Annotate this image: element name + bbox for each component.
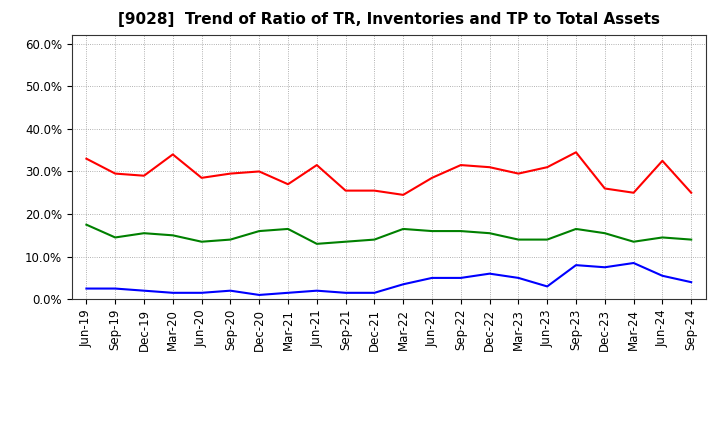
Trade Payables <box>370 237 379 242</box>
Trade Payables <box>456 228 465 234</box>
Trade Receivables <box>140 173 148 178</box>
Trade Payables <box>600 231 609 236</box>
Trade Payables <box>485 231 494 236</box>
Trade Receivables <box>168 152 177 157</box>
Trade Payables <box>687 237 696 242</box>
Trade Payables <box>341 239 350 244</box>
Inventories <box>629 260 638 266</box>
Inventories <box>226 288 235 293</box>
Trade Receivables <box>629 190 638 195</box>
Trade Payables <box>572 226 580 231</box>
Trade Payables <box>82 222 91 227</box>
Trade Receivables <box>197 175 206 180</box>
Inventories <box>255 292 264 297</box>
Inventories <box>658 273 667 279</box>
Inventories <box>168 290 177 295</box>
Trade Receivables <box>514 171 523 176</box>
Line: Inventories: Inventories <box>86 263 691 295</box>
Trade Payables <box>111 235 120 240</box>
Trade Payables <box>658 235 667 240</box>
Inventories <box>82 286 91 291</box>
Inventories <box>456 275 465 281</box>
Trade Receivables <box>284 182 292 187</box>
Inventories <box>341 290 350 295</box>
Trade Receivables <box>658 158 667 163</box>
Trade Receivables <box>572 150 580 155</box>
Inventories <box>312 288 321 293</box>
Inventories <box>514 275 523 281</box>
Trade Payables <box>284 226 292 231</box>
Inventories <box>572 263 580 268</box>
Trade Payables <box>226 237 235 242</box>
Trade Receivables <box>600 186 609 191</box>
Trade Receivables <box>687 190 696 195</box>
Trade Payables <box>543 237 552 242</box>
Trade Receivables <box>485 165 494 170</box>
Trade Receivables <box>82 156 91 161</box>
Inventories <box>600 264 609 270</box>
Inventories <box>370 290 379 295</box>
Trade Payables <box>197 239 206 244</box>
Trade Payables <box>312 241 321 246</box>
Trade Receivables <box>312 162 321 168</box>
Trade Receivables <box>111 171 120 176</box>
Trade Payables <box>140 231 148 236</box>
Inventories <box>428 275 436 281</box>
Trade Payables <box>514 237 523 242</box>
Trade Receivables <box>226 171 235 176</box>
Trade Payables <box>629 239 638 244</box>
Trade Payables <box>428 228 436 234</box>
Inventories <box>284 290 292 295</box>
Trade Receivables <box>341 188 350 193</box>
Trade Receivables <box>456 162 465 168</box>
Inventories <box>687 279 696 285</box>
Trade Receivables <box>399 192 408 198</box>
Title: [9028]  Trend of Ratio of TR, Inventories and TP to Total Assets: [9028] Trend of Ratio of TR, Inventories… <box>118 12 660 27</box>
Trade Receivables <box>255 169 264 174</box>
Trade Receivables <box>370 188 379 193</box>
Line: Trade Receivables: Trade Receivables <box>86 152 691 195</box>
Trade Receivables <box>428 175 436 180</box>
Inventories <box>140 288 148 293</box>
Inventories <box>485 271 494 276</box>
Trade Payables <box>399 226 408 231</box>
Line: Trade Payables: Trade Payables <box>86 225 691 244</box>
Inventories <box>111 286 120 291</box>
Inventories <box>543 284 552 289</box>
Trade Payables <box>255 228 264 234</box>
Inventories <box>197 290 206 295</box>
Inventories <box>399 282 408 287</box>
Trade Receivables <box>543 165 552 170</box>
Trade Payables <box>168 233 177 238</box>
